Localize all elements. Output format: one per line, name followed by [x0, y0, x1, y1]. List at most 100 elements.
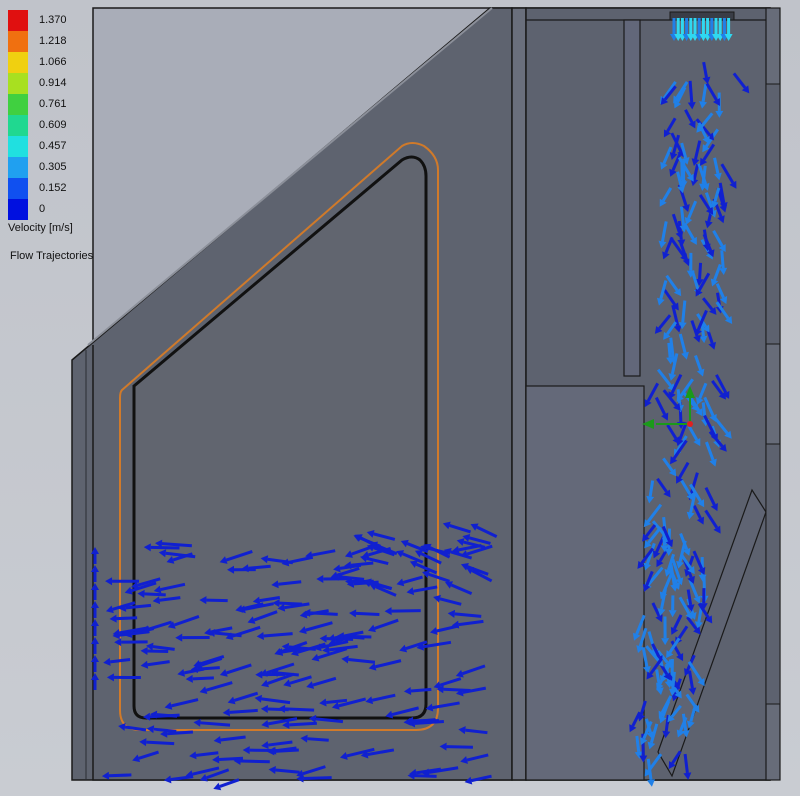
flow-arrow-shaft: [338, 697, 367, 708]
flow-arrow-shaft: [414, 774, 437, 778]
flow-arrow-head: [661, 412, 669, 421]
flow-arrow-shaft: [423, 640, 452, 649]
flow-arrow-head: [713, 172, 722, 181]
flow-arrow-shaft: [671, 304, 680, 327]
flow-arrow-head: [91, 673, 99, 680]
flow-arrow-shaft: [698, 382, 708, 400]
flow-arrow-shaft: [645, 542, 656, 565]
flow-arrow-shaft: [450, 583, 473, 596]
flow-arrow-shaft: [172, 552, 193, 562]
flow-arrow-head: [272, 599, 280, 608]
flow-arrow-head: [212, 755, 220, 764]
flow-arrow-shaft: [713, 187, 721, 203]
flow-arrow-head: [242, 746, 250, 755]
flow-arrow-head: [704, 220, 713, 229]
flow-arrow-head: [699, 157, 708, 166]
legend-tick: 0.305: [39, 161, 67, 173]
flow-arrow-shaft: [214, 631, 242, 638]
flow-arrow-shaft: [684, 109, 694, 123]
flow-arrow-head: [676, 438, 684, 447]
flow-arrow-shaft: [639, 700, 647, 716]
flow-arrow-head: [433, 594, 441, 603]
flow-arrow-head: [199, 774, 208, 782]
flow-arrow-head: [696, 124, 704, 133]
flow-arrow-shaft: [338, 575, 365, 581]
flow-arrow-shaft: [454, 612, 482, 618]
flow-arrow-shaft: [686, 616, 698, 630]
flow-arrow-head: [363, 578, 372, 587]
flow-arrow-shaft: [159, 596, 181, 602]
flow-arrow-head: [722, 390, 730, 399]
flow-arrow-shaft: [311, 549, 336, 557]
flow-arrow-head: [336, 632, 344, 641]
flow-arrow-shaft: [662, 572, 674, 594]
flow-arrow-head: [447, 609, 456, 618]
flow-arrow-head: [702, 76, 711, 85]
flow-arrow-shaft: [240, 759, 270, 764]
flow-arrow-head: [663, 331, 671, 340]
flow-arrow-head: [673, 402, 681, 411]
flow-arrow-head: [682, 204, 690, 212]
flow-arrow-head: [699, 183, 708, 191]
flow-arrow-head: [124, 586, 133, 595]
flow-arrow-head: [275, 648, 284, 656]
flow-arrow-head: [642, 583, 651, 592]
flow-arrow-head: [687, 102, 696, 110]
flow-arrow-head: [444, 581, 454, 589]
flow-arrow-head: [219, 669, 228, 677]
flow-arrow-shaft: [647, 566, 664, 586]
flow-arrow-head: [311, 653, 320, 662]
flow-arrow-head: [91, 583, 99, 590]
flow-arrow-shaft: [439, 677, 462, 687]
flow-arrow-head: [637, 560, 645, 569]
flow-arrow-head: [414, 550, 423, 558]
flow-arrow-head: [368, 624, 376, 633]
flow-arrow-head: [669, 168, 677, 177]
flow-arrow-shaft: [137, 577, 161, 587]
flow-arrow-shaft: [664, 714, 670, 732]
flow-arrow-shaft: [197, 666, 220, 671]
flow-arrow-shaft: [253, 610, 278, 622]
flow-arrow-shaft: [718, 182, 726, 204]
flow-arrow-head: [686, 173, 694, 182]
flow-arrow-shaft: [661, 525, 671, 542]
flow-arrow-head: [91, 619, 99, 626]
flow-arrow-shaft: [171, 698, 199, 708]
flow-arrow-shaft: [195, 751, 219, 757]
flow-arrow-shaft: [450, 550, 473, 560]
flow-arrow-head: [686, 720, 695, 729]
flow-arrow-shaft: [701, 297, 714, 311]
flow-arrow-head: [693, 334, 701, 343]
flow-arrow-head: [688, 611, 697, 620]
flow-arrow-head: [642, 666, 651, 674]
flow-arrow-head: [298, 626, 307, 634]
flow-arrow-head: [464, 776, 473, 785]
flow-arrow-head: [316, 574, 324, 583]
flow-arrow-shaft: [149, 713, 180, 719]
flow-arrow-head: [158, 549, 167, 558]
flow-arrow-head: [227, 565, 235, 574]
flow-arrow-head: [693, 438, 701, 447]
flow-arrow-head: [261, 719, 269, 728]
flow-arrow-head: [696, 516, 705, 525]
flow-arrow-head: [282, 720, 290, 729]
flow-arrow-head: [416, 642, 425, 651]
flow-arrow-head: [460, 756, 468, 764]
flow-arrow-shaft: [665, 321, 677, 336]
flow-arrow-head: [429, 627, 438, 635]
flow-arrow-shaft: [267, 557, 294, 565]
flow-arrow-head: [442, 521, 451, 530]
flow-arrow-shaft: [698, 194, 711, 210]
flow-arrow-head: [462, 533, 471, 542]
flow-arrow-head: [676, 393, 684, 403]
flow-arrow-head: [399, 644, 408, 653]
flow-arrow-head: [709, 458, 717, 467]
flow-arrow-head: [697, 678, 705, 687]
flow-arrow-head: [331, 572, 340, 581]
right-tab-top: [765, 83, 781, 345]
legend-swatch: [8, 115, 28, 136]
flow-arrow-head: [660, 545, 669, 553]
flow-arrow-head: [91, 565, 99, 572]
